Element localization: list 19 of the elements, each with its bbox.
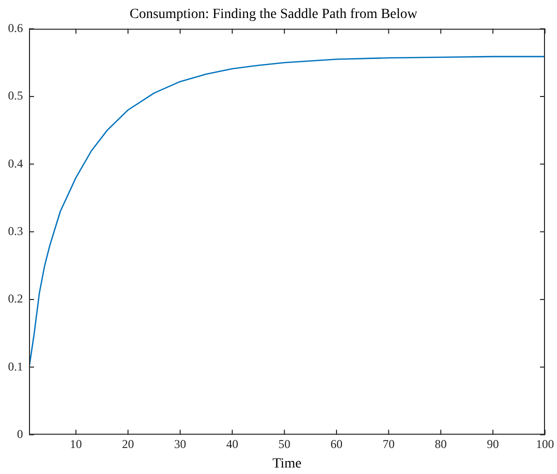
x-tick-label: 50	[278, 437, 290, 452]
y-tick-label: 0.2	[8, 292, 23, 306]
y-tick-label: 0	[17, 426, 23, 441]
x-tick-label: 30	[174, 437, 186, 452]
x-axis-title: Time	[272, 456, 302, 472]
x-tick-label: 80	[434, 437, 447, 452]
chart-title: Consumption: Finding the Saddle Path from Below	[130, 7, 418, 22]
y-tick-label: 0.4	[8, 156, 23, 170]
x-tick-label: 10	[70, 437, 82, 452]
y-tick-label: 0.6	[8, 20, 23, 35]
x-tick-label: 100	[536, 437, 554, 452]
y-tick-label: 0.5	[8, 88, 23, 103]
x-tick-label: 20	[122, 437, 134, 452]
x-tick-label: 90	[486, 437, 499, 452]
x-tick-label: 60	[330, 437, 343, 452]
x-tick-label: 70	[382, 437, 395, 452]
y-tick-label: 0.3	[8, 224, 23, 238]
x-tick-label: 40	[226, 437, 238, 452]
y-tick-label: 0.1	[8, 359, 23, 374]
